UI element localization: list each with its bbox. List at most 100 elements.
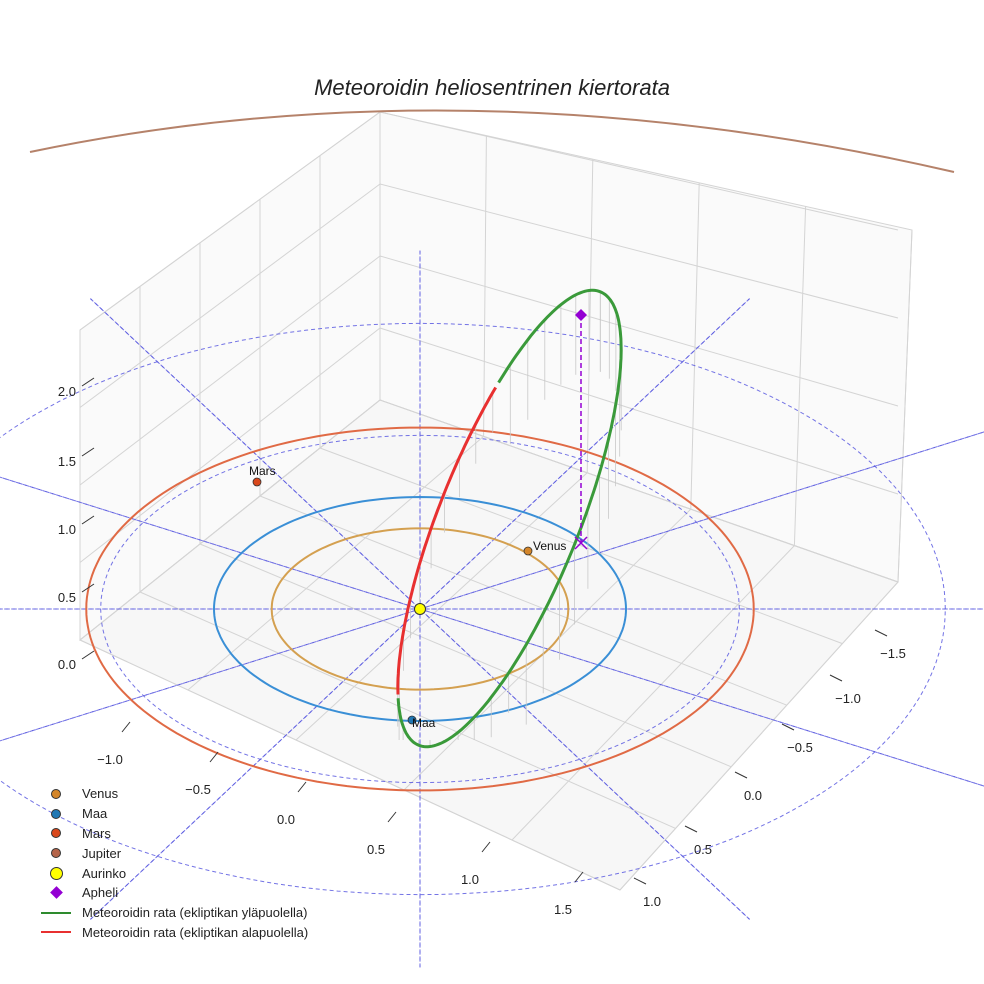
- x-tick-label: 0.0: [277, 812, 295, 827]
- grid-line: [379, 255, 899, 407]
- legend: Venus Maa Mars Jupiter Aurinko Apheli Meteoroi…: [36, 784, 308, 942]
- z-tick-mark: [81, 583, 95, 593]
- meteoroid-orbit: [396, 288, 623, 749]
- legend-symbol: [36, 905, 76, 921]
- grid-line: [379, 111, 899, 231]
- legend-symbol: [36, 806, 76, 822]
- z-tick-label: 0.0: [58, 657, 76, 672]
- venus-label: Venus: [533, 539, 566, 553]
- sun-marker: [414, 603, 426, 615]
- axes-panes: [79, 111, 913, 891]
- legend-symbol: [36, 924, 76, 940]
- grid-line: [79, 639, 621, 891]
- grid-line: [199, 543, 732, 768]
- grid-line: [139, 591, 676, 829]
- z-tick-mark: [81, 447, 95, 457]
- x-tick-mark: [121, 721, 131, 733]
- grid-line: [187, 436, 484, 691]
- legend-label: Apheli: [82, 885, 119, 901]
- legend-symbol: [36, 845, 76, 861]
- z-tick-label: 1.0: [58, 522, 76, 537]
- grid-line: [379, 327, 899, 495]
- guide-radial: [90, 298, 750, 920]
- x-tick-mark: [574, 871, 584, 883]
- orbit-maa: [212, 495, 627, 723]
- guide-radial: [90, 298, 750, 920]
- grid-line: [511, 545, 795, 841]
- legend-item: Maa: [36, 804, 308, 824]
- planet-orbits: [29, 109, 955, 792]
- grid-line: [897, 229, 913, 583]
- guide-radial: [90, 298, 750, 920]
- mars-marker: [252, 477, 262, 487]
- markers: Venus Maa Mars: [249, 309, 588, 730]
- grid-line: [79, 255, 381, 486]
- legend-item: Mars: [36, 824, 308, 844]
- grid-line: [379, 183, 899, 319]
- z-tick-mark: [81, 377, 95, 387]
- guide-radial: [90, 298, 750, 920]
- legend-symbol: [36, 885, 76, 901]
- y-tick-mark: [633, 877, 647, 885]
- legend-item: Venus: [36, 784, 308, 804]
- mars-label: Mars: [249, 464, 276, 478]
- grid-line: [690, 182, 700, 510]
- aphelion-marker: [575, 309, 587, 321]
- grid-line: [793, 206, 807, 546]
- y-tick-label: −0.5: [787, 740, 813, 755]
- grid-line: [79, 183, 381, 408]
- x-tick-label: −0.5: [185, 782, 211, 797]
- legend-symbol: [36, 786, 76, 802]
- x-tick-mark: [209, 751, 219, 763]
- grid-line: [79, 111, 381, 331]
- orbit-jupiter: [29, 109, 955, 173]
- orbit-mars: [85, 426, 755, 792]
- venus-marker: [523, 546, 533, 556]
- orbit-venus: [270, 527, 570, 691]
- grid-line: [586, 159, 594, 473]
- y-tick-label: −1.5: [880, 646, 906, 661]
- y-tick-mark: [684, 825, 698, 833]
- legend-item: Jupiter: [36, 843, 308, 863]
- x-tick-label: 1.0: [461, 872, 479, 887]
- x-tick-label: 1.5: [554, 902, 572, 917]
- orbit-above-ecliptic: [396, 288, 623, 749]
- legend-symbol: [36, 865, 76, 881]
- legend-label: Aurinko: [82, 865, 127, 881]
- orbit-below-ecliptic: [396, 386, 497, 695]
- legend-label: Meteoroidin rata (ekliptikan alapuolella…: [82, 924, 309, 940]
- legend-item: Apheli: [36, 883, 308, 903]
- chart-title: Meteoroidin heliosentrinen kiertorata: [314, 75, 670, 100]
- x-tick-mark: [387, 811, 397, 823]
- grid-line: [79, 399, 381, 641]
- z-tick-mark: [81, 650, 95, 660]
- x-tick-label: −1.0: [97, 752, 123, 767]
- y-tick-label: 0.0: [744, 788, 762, 803]
- x-tick-mark: [297, 781, 307, 793]
- grid-line: [259, 495, 787, 706]
- z-tick-label: 1.5: [58, 454, 76, 469]
- grid-line: [619, 581, 899, 891]
- x-tick-mark: [481, 841, 491, 853]
- grid-line: [483, 135, 487, 437]
- legend-label: Maa: [82, 806, 108, 822]
- legend-symbol: [36, 825, 76, 841]
- y-tick-label: −1.0: [835, 691, 861, 706]
- y-tick-label: 1.0: [643, 894, 661, 909]
- legend-label: Jupiter: [82, 845, 122, 861]
- legend-item: Meteoroidin rata (ekliptikan alapuolella…: [36, 923, 308, 943]
- legend-item: Aurinko: [36, 863, 308, 883]
- y-tick-mark: [734, 771, 748, 779]
- legend-item: Meteoroidin rata (ekliptikan yläpuolella…: [36, 903, 308, 923]
- axis-ticks: 0.0 0.5 1.0 1.5 2.0 −1.0 −0.5 0.0 0.5 1.0 1.5 −1.5 −…: [58, 377, 906, 917]
- x-tick-label: 0.5: [367, 842, 385, 857]
- grid-line: [319, 447, 843, 645]
- y-tick-mark: [874, 629, 888, 637]
- z-tick-label: 2.0: [58, 384, 76, 399]
- grid-line: [79, 327, 381, 563]
- z-tick-label: 0.5: [58, 590, 76, 605]
- legend-label: Meteoroidin rata (ekliptikan yläpuolella…: [82, 905, 308, 921]
- y-tick-mark: [781, 723, 795, 731]
- legend-label: Venus: [82, 786, 119, 802]
